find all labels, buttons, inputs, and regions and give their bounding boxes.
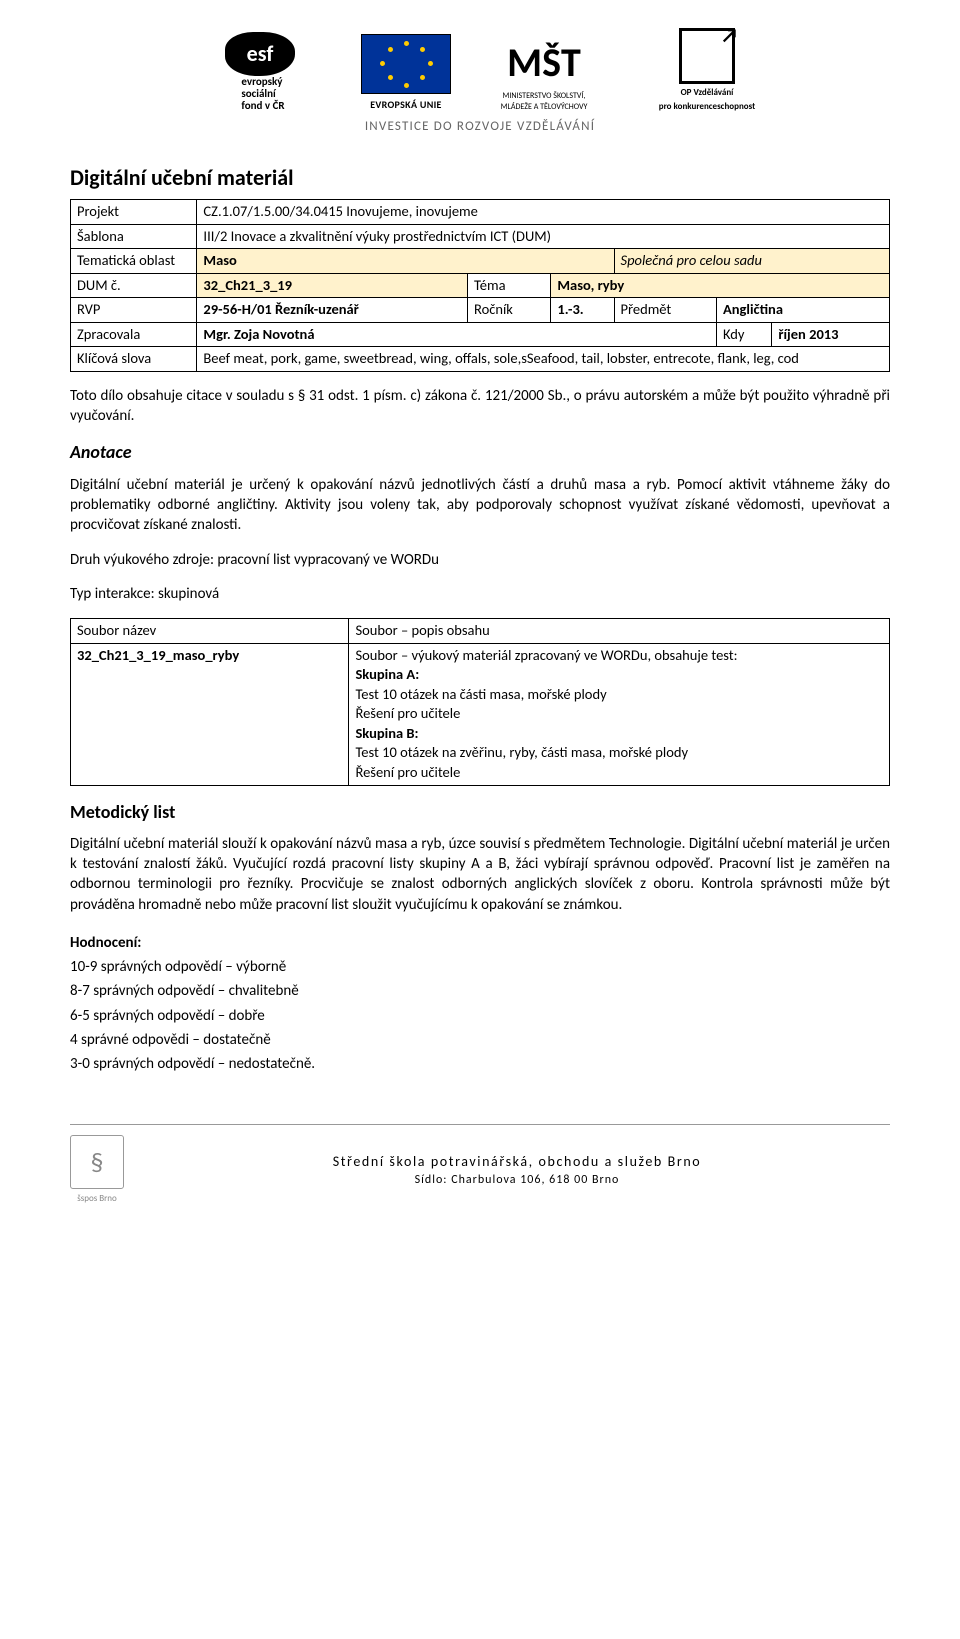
files-desc-bold1: Skupina A:: [355, 665, 419, 683]
meta-project-value: CZ.1.07/1.5.00/34.0415 Inovujeme, inovuj…: [197, 200, 890, 225]
meta-project-label: Projekt: [71, 200, 197, 225]
files-desc-line5: Řešení pro učitele: [355, 763, 460, 781]
metadata-table: Projekt CZ.1.07/1.5.00/34.0415 Inovujeme…: [70, 199, 890, 372]
msmt-text1: MINISTERSTVO ŠKOLSTVÍ,: [503, 92, 586, 101]
grading-line-3: 4 správné odpovědi – dostatečně: [70, 1030, 890, 1050]
annotation-heading: Anotace: [70, 440, 890, 464]
citation-text: Toto dílo obsahuje citace v souladu s § …: [70, 386, 890, 427]
files-col2: Soubor – popis obsahu: [349, 619, 890, 644]
esf-logo: esf evropský sociální fond v ČR: [183, 32, 343, 112]
eu-flag-icon: [361, 34, 451, 94]
page-footer: § šspos Brno Střední škola potravinářská…: [70, 1124, 890, 1205]
footer-line2: Sídlo: Charbulova 106, 618 00 Brno: [144, 1172, 890, 1188]
meta-theme-value: Maso, ryby: [551, 273, 890, 298]
grading-line-2: 6-5 správných odpovědí – dobře: [70, 1006, 890, 1026]
footer-text: Střední škola potravinářská, obchodu a s…: [144, 1153, 890, 1188]
files-desc-bold2: Skupina B:: [355, 724, 418, 742]
header-logos: esf evropský sociální fond v ČR EVROPSKÁ…: [70, 28, 890, 112]
files-row-desc: Soubor – výukový materiál zpracovaný ve …: [349, 643, 890, 785]
eu-logo: EVROPSKÁ UNIE: [361, 34, 451, 112]
opvk-box-icon: [679, 28, 735, 84]
grading-line-0: 10-9 správných odpovědí – výborně: [70, 957, 890, 977]
method-p1: Digitální učební materiál slouží k opako…: [70, 834, 890, 915]
files-desc-line3: Řešení pro učitele: [355, 704, 460, 722]
grading-line-4: 3-0 správných odpovědí – nedostatečně.: [70, 1054, 890, 1074]
meta-author-value: Mgr. Zoja Novotná: [197, 322, 717, 347]
meta-template-label: Šablona: [71, 224, 197, 249]
opvk-text2: pro konkurenceschopnost: [659, 102, 755, 112]
files-col1: Soubor název: [71, 619, 349, 644]
school-logo-icon: §: [70, 1135, 124, 1189]
msmt-text2: MLÁDEŽE A TĚLOVÝCHOVY: [501, 103, 588, 112]
footer-line1: Střední škola potravinářská, obchodu a s…: [144, 1153, 890, 1172]
files-desc-line4: Test 10 otázek na zvěřinu, ryby, části m…: [355, 743, 688, 761]
msmt-glyph-icon: MŠT: [507, 36, 581, 90]
files-desc-line1: Soubor – výukový materiál zpracovaný ve …: [355, 646, 737, 664]
esf-logo-text: evropský sociální fond v ČR: [241, 76, 284, 112]
footer-logo-label: šspos Brno: [70, 1193, 124, 1205]
footer-logo-wrap: § šspos Brno: [70, 1135, 124, 1205]
header-subtitle: INVESTICE DO ROZVOJE VZDĚLÁVÁNÍ: [70, 118, 890, 136]
meta-subject-label: Předmět: [614, 298, 716, 323]
opvk-text1: OP Vzdělávání: [681, 88, 734, 98]
meta-grade-label: Ročník: [468, 298, 551, 323]
msmt-logo: MŠT MINISTERSTVO ŠKOLSTVÍ, MLÁDEŽE A TĚL…: [469, 36, 619, 112]
opvk-logo: OP Vzdělávání pro konkurenceschopnost: [637, 28, 777, 112]
grading-heading: Hodnocení:: [70, 933, 890, 953]
esf-sub3: fond v ČR: [241, 100, 284, 112]
meta-when-label: Kdy: [716, 322, 771, 347]
meta-rvp-label: RVP: [71, 298, 197, 323]
meta-area-value: Maso: [197, 249, 614, 274]
meta-theme-label: Téma: [468, 273, 551, 298]
meta-keywords-label: Klíčová slova: [71, 347, 197, 372]
meta-dum-value: 32_Ch21_3_19: [197, 273, 468, 298]
interaction-type: Typ interakce: skupinová: [70, 584, 890, 604]
meta-area-label: Tematická oblast: [71, 249, 197, 274]
meta-when-value: říjen 2013: [772, 322, 890, 347]
meta-dum-label: DUM č.: [71, 273, 197, 298]
meta-rvp-value: 29-56-H/01 Řezník-uzenář: [197, 298, 468, 323]
esf-sub1: evropský: [241, 76, 284, 88]
eu-label: EVROPSKÁ UNIE: [370, 98, 441, 112]
meta-keywords-value: Beef meat, pork, game, sweetbread, wing,…: [197, 347, 890, 372]
meta-area-note: Společná pro celou sadu: [614, 249, 889, 274]
meta-subject-value: Angličtina: [716, 298, 889, 323]
meta-author-label: Zpracovala: [71, 322, 197, 347]
meta-template-value: III/2 Inovace a zkvalitnění výuky prostř…: [197, 224, 890, 249]
esf-logo-mark: esf: [225, 32, 295, 76]
meta-grade-value: 1.-3.: [551, 298, 614, 323]
method-heading: Metodický list: [70, 800, 890, 824]
resource-type: Druh výukového zdroje: pracovní list vyp…: [70, 550, 890, 570]
files-row-name: 32_Ch21_3_19_maso_ryby: [71, 643, 349, 785]
files-desc-line2: Test 10 otázek na části masa, mořské plo…: [355, 685, 606, 703]
esf-sub2: sociální: [241, 88, 284, 100]
files-table: Soubor název Soubor – popis obsahu 32_Ch…: [70, 618, 890, 786]
grading-line-1: 8-7 správných odpovědí – chvalitebně: [70, 981, 890, 1001]
page-title: Digitální učební materiál: [70, 163, 890, 193]
annotation-p1: Digitální učební materiál je určený k op…: [70, 475, 890, 536]
